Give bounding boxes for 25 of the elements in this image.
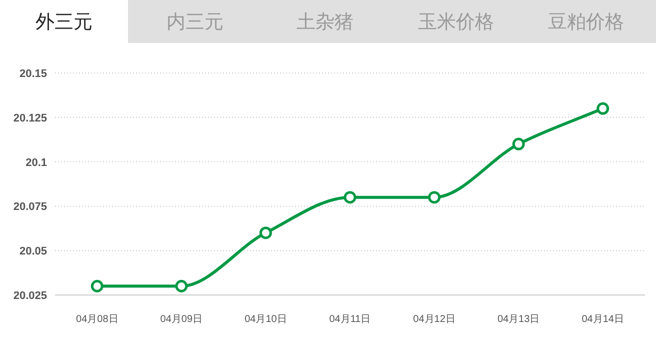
point — [90, 280, 104, 292]
x-tick-label: 04月11日 — [329, 314, 371, 325]
point — [512, 138, 525, 150]
point — [344, 191, 356, 204]
point — [596, 102, 610, 115]
x-tick-label: 04月13日 — [497, 314, 540, 325]
x-tick-label: 04月14日 — [582, 314, 624, 325]
y-tick-label: 20.125 — [13, 112, 47, 124]
x-tick-label: 04月09日 — [160, 314, 203, 325]
point — [175, 280, 188, 292]
y-tick-label: 20.05 — [19, 246, 47, 258]
x-tick-label: 04月08日 — [76, 314, 118, 325]
text: 豆粕价格 — [548, 12, 624, 33]
text: 土杂猪 — [296, 12, 354, 33]
y-tick-label: 20.025 — [13, 290, 47, 302]
text: 内三元 — [166, 12, 224, 33]
y-tick-label: 20.1 — [26, 156, 47, 169]
point — [259, 226, 272, 240]
point — [428, 191, 441, 204]
x-tick-label: 04月10日 — [244, 314, 287, 325]
text: 玉米价格 — [418, 12, 494, 33]
chart-title: 外三元 — [36, 12, 92, 33]
y-tick-label: 20.075 — [13, 201, 47, 214]
y-tick-label: 20.15 — [19, 68, 47, 80]
x-tick-label: 04月12日 — [413, 314, 456, 325]
